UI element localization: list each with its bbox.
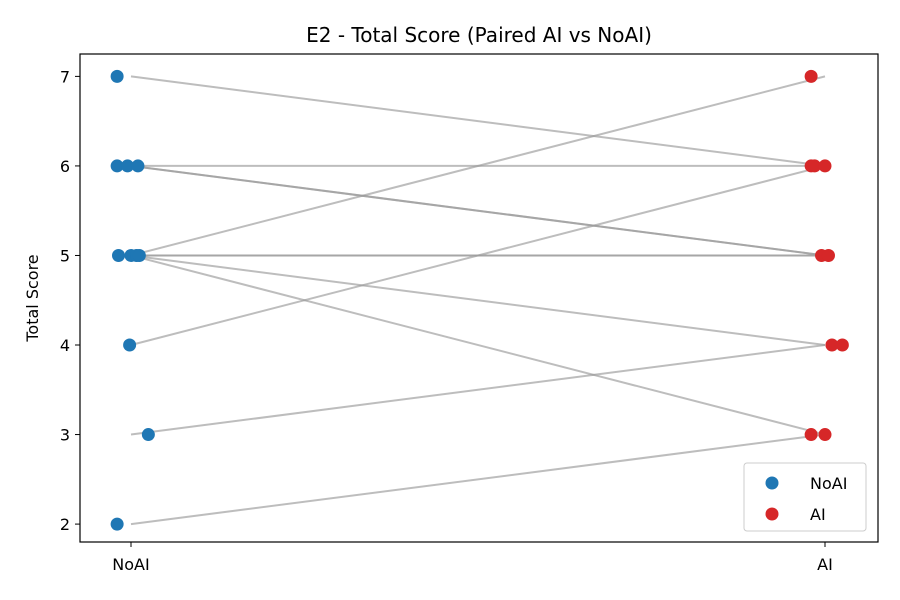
data-point-ai xyxy=(818,428,832,442)
pair-line xyxy=(130,164,826,257)
data-point-ai xyxy=(825,338,839,352)
y-tick-label: 2 xyxy=(60,515,70,534)
y-tick-label: 4 xyxy=(60,336,70,355)
legend-marker-noai xyxy=(765,476,779,490)
pair-line xyxy=(130,254,826,347)
x-tick-label: NoAI xyxy=(112,555,149,574)
pair-line xyxy=(130,75,826,167)
y-tick-label: 5 xyxy=(60,246,70,265)
legend-frame xyxy=(743,462,867,532)
legend-marker-ai xyxy=(765,507,779,521)
pair-lines xyxy=(130,75,826,526)
plot-frame xyxy=(79,53,879,543)
data-point-noai xyxy=(110,159,124,173)
data-point-noai xyxy=(110,69,124,83)
legend: NoAI AI xyxy=(743,462,867,532)
legend-label-ai: AI xyxy=(810,505,826,524)
data-point-ai xyxy=(818,159,832,173)
data-point-noai xyxy=(123,338,137,352)
y-tick-label: 7 xyxy=(60,67,70,86)
data-point-noai xyxy=(132,248,146,262)
pair-line xyxy=(130,433,826,526)
data-point-ai xyxy=(835,338,849,352)
data-point-ai xyxy=(804,428,818,442)
data-point-noai xyxy=(131,159,145,173)
data-point-noai xyxy=(121,159,135,173)
pair-line xyxy=(130,344,826,436)
x-axis-ticks: NoAI AI xyxy=(112,542,833,574)
pair-line xyxy=(130,75,826,257)
x-tick-label: AI xyxy=(817,555,833,574)
data-point-noai xyxy=(112,248,126,262)
pair-line xyxy=(130,254,826,436)
data-point-ai xyxy=(808,159,822,173)
legend-label-noai: NoAI xyxy=(810,474,847,493)
chart-title: E2 - Total Score (Paired AI vs NoAI) xyxy=(306,23,652,47)
y-axis-label: Total Score xyxy=(23,254,42,342)
data-point-ai xyxy=(804,69,818,83)
pair-line xyxy=(130,164,826,346)
y-tick-label: 3 xyxy=(60,426,70,445)
data-points xyxy=(110,69,849,531)
y-axis-ticks: 2 3 4 5 6 7 xyxy=(60,67,80,534)
y-tick-label: 6 xyxy=(60,157,70,176)
data-point-noai xyxy=(141,428,155,442)
data-point-noai xyxy=(110,517,124,531)
data-point-ai xyxy=(821,248,835,262)
